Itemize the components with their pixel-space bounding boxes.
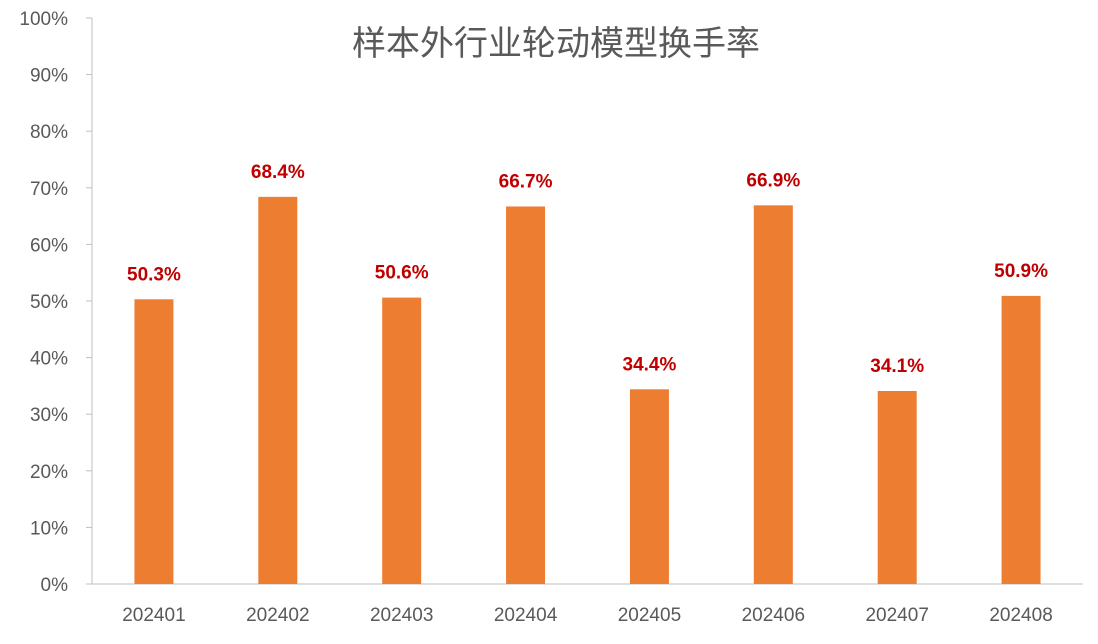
y-tick-label: 0%: [41, 575, 69, 596]
bars-group: [134, 196, 1041, 584]
bar: [382, 297, 422, 584]
bar: [258, 196, 298, 584]
x-axis-labels: 202401 202402 202403 202404 202405 202406 2024…: [122, 605, 1053, 626]
data-label: 34.4%: [623, 354, 677, 375]
data-label: 50.3%: [127, 264, 181, 285]
data-label: 66.9%: [746, 170, 800, 191]
x-tick-label: 202406: [742, 605, 805, 626]
y-tick-label: 90%: [30, 66, 68, 87]
data-label: 50.9%: [994, 261, 1048, 282]
data-label: 34.1%: [870, 356, 924, 377]
y-tick-label: 80%: [30, 122, 68, 143]
data-label: 50.6%: [375, 263, 429, 284]
y-tick-label: 40%: [30, 349, 68, 370]
x-tick-label: 202404: [494, 605, 558, 626]
bar: [629, 389, 669, 584]
x-tick-label: 202402: [246, 605, 309, 626]
y-tick-label: 60%: [30, 235, 68, 256]
x-tick-label: 202405: [618, 605, 681, 626]
y-tick-label: 50%: [30, 292, 68, 313]
y-axis-ticks: 0% 10% 20% 30% 40% 50% 60% 70% 80% 90% 100%: [19, 9, 92, 596]
data-label: 68.4%: [251, 162, 305, 183]
y-tick-label: 30%: [30, 405, 68, 426]
bar: [506, 206, 546, 584]
data-label: 66.7%: [499, 171, 553, 192]
x-tick-label: 202407: [865, 605, 928, 626]
x-tick-label: 202403: [370, 605, 433, 626]
x-tick-label: 202401: [122, 605, 185, 626]
bar: [134, 299, 174, 584]
bar: [1001, 295, 1041, 584]
y-tick-label: 10%: [30, 518, 68, 539]
bar: [753, 205, 793, 584]
chart-title: 样本外行业轮动模型换手率: [352, 24, 760, 64]
y-tick-label: 100%: [19, 9, 68, 30]
y-tick-label: 20%: [30, 462, 68, 483]
data-labels-group: 50.3% 68.4% 50.6% 66.7% 34.4% 66.9% 34.1% 50.9%: [127, 162, 1048, 377]
bar: [877, 390, 917, 584]
y-tick-label: 70%: [30, 179, 68, 200]
x-tick-label: 202408: [989, 605, 1052, 626]
